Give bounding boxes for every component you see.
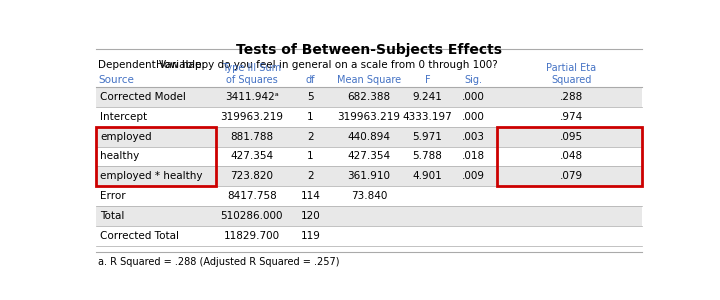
Text: Mean Square: Mean Square [337,74,401,85]
Text: Intercept: Intercept [100,112,147,122]
Text: employed: employed [100,132,152,142]
Text: 427.354: 427.354 [348,152,390,161]
Text: 881.788: 881.788 [230,132,274,142]
Bar [498,127,642,186]
Text: 319963.219: 319963.219 [220,112,284,122]
Text: 427.354: 427.354 [230,152,274,161]
Text: .288: .288 [559,92,583,102]
Bar [96,206,642,226]
Text: .974: .974 [559,112,583,122]
Text: employed * healthy: employed * healthy [100,171,202,182]
Text: Dependent Variable:: Dependent Variable: [99,60,205,70]
Text: Tests of Between-Subjects Effects: Tests of Between-Subjects Effects [236,43,502,57]
Text: 5: 5 [307,92,314,102]
Text: 440.894: 440.894 [348,132,390,142]
Text: Corrected Model: Corrected Model [100,92,186,102]
Text: 120: 120 [300,211,320,221]
Text: Source: Source [99,74,134,85]
Text: Sig.: Sig. [464,74,482,85]
Text: 723.820: 723.820 [230,171,274,182]
Text: 1: 1 [307,112,314,122]
Text: a. R Squared = .288 (Adjusted R Squared = .257): a. R Squared = .288 (Adjusted R Squared … [99,256,340,267]
Text: 2: 2 [307,171,314,182]
Text: 8417.758: 8417.758 [227,191,276,201]
Text: F: F [425,74,431,85]
Text: 361.910: 361.910 [348,171,390,182]
Text: healthy: healthy [100,152,139,161]
Text: 5.971: 5.971 [413,132,443,142]
Text: 114: 114 [300,191,320,201]
Text: Error: Error [100,191,126,201]
Bar [96,127,215,186]
Bar [96,87,642,107]
Text: 3411.942ᵃ: 3411.942ᵃ [225,92,279,102]
Text: 11829.700: 11829.700 [224,231,280,241]
Text: 1: 1 [307,152,314,161]
Text: 4.901: 4.901 [413,171,443,182]
Text: .000: .000 [462,112,485,122]
Bar [96,167,642,186]
Text: .009: .009 [462,171,485,182]
Text: 5.788: 5.788 [413,152,443,161]
Text: Type III Sum
of Squares: Type III Sum of Squares [222,63,282,85]
Text: .048: .048 [559,152,582,161]
Text: Partial Eta
Squared: Partial Eta Squared [546,63,596,85]
Text: Total: Total [100,211,125,221]
Text: .095: .095 [559,132,582,142]
Text: 2: 2 [307,132,314,142]
Text: 682.388: 682.388 [348,92,390,102]
Text: .000: .000 [462,92,485,102]
Text: .018: .018 [462,152,485,161]
Text: df: df [306,74,315,85]
Text: .079: .079 [559,171,582,182]
Text: Corrected Total: Corrected Total [100,231,179,241]
Text: 73.840: 73.840 [351,191,387,201]
Text: 9.241: 9.241 [413,92,443,102]
Text: 4333.197: 4333.197 [402,112,452,122]
Text: 510286.000: 510286.000 [220,211,283,221]
Text: 119: 119 [300,231,320,241]
Text: How happy do you feel in general on a scale from 0 through 100?: How happy do you feel in general on a sc… [156,60,498,70]
Text: 319963.219: 319963.219 [338,112,400,122]
Text: .003: .003 [462,132,485,142]
Bar [96,127,642,146]
